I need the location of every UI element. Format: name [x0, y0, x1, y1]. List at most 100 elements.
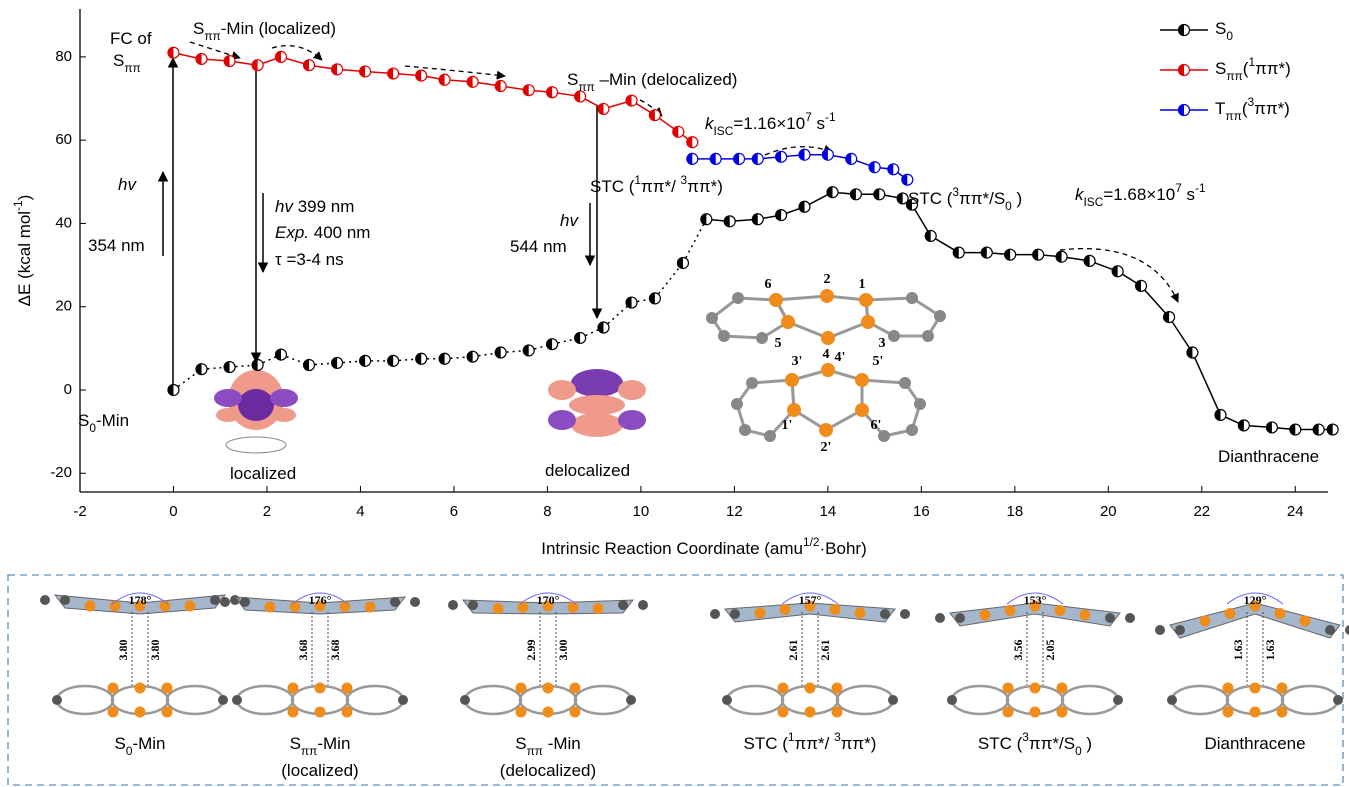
atom [365, 602, 376, 613]
point [224, 362, 235, 373]
atom [1080, 610, 1091, 621]
atom [135, 707, 146, 718]
atom [1003, 707, 1014, 718]
text-part: ππ*) [841, 734, 877, 753]
point [495, 347, 506, 358]
atom [568, 602, 579, 613]
atom [1225, 608, 1236, 619]
atom [220, 597, 230, 607]
atom-label: 4' [835, 350, 846, 365]
point [1033, 249, 1044, 260]
ring [792, 370, 862, 430]
atom [934, 310, 946, 322]
point [439, 353, 450, 364]
structure: 170°2.993.00Sππ -Min(delocalized) [448, 593, 648, 781]
structure-label: Sππ -Min [515, 734, 581, 758]
atom [1113, 695, 1123, 705]
text-part: 354 nm [88, 236, 145, 255]
point [598, 103, 609, 114]
text-part: ·Bohr) [820, 539, 867, 558]
point [724, 216, 735, 227]
distance-label: 3.68 [328, 640, 342, 661]
text-part: -Min [543, 734, 581, 753]
angle-label: 178° [129, 593, 152, 607]
text-part: T [1215, 99, 1225, 118]
point [649, 293, 660, 304]
atom [290, 601, 301, 612]
atom [1030, 707, 1041, 718]
x-tick-label: 20 [1100, 503, 1117, 520]
x-tick-label: 4 [356, 503, 364, 520]
point [575, 332, 586, 343]
point [332, 64, 343, 75]
y-tick-label: 60 [55, 131, 72, 148]
atom [1057, 707, 1068, 718]
point [332, 357, 343, 368]
structure: 157°2.612.61STC (1ππ*/ 3ππ*) [710, 593, 910, 754]
atom [830, 604, 841, 615]
lobe [571, 369, 623, 397]
lobe [571, 413, 623, 437]
atom [493, 603, 504, 614]
atom-label: 6 [765, 277, 772, 292]
text-part: FC of [110, 29, 152, 48]
atom [900, 609, 910, 619]
atom [780, 604, 791, 615]
atom [1167, 695, 1177, 705]
point [1056, 251, 1067, 262]
point [416, 70, 427, 81]
atom [40, 595, 50, 605]
text-part: hv [118, 175, 137, 194]
text-part: ππ [124, 61, 140, 75]
point [598, 322, 609, 333]
text-part: ) [15, 195, 34, 201]
atom [805, 683, 816, 694]
text-part: ISC [714, 124, 734, 138]
point [626, 95, 637, 106]
text-part: hv [275, 197, 294, 216]
atom [218, 695, 228, 705]
atom [410, 597, 420, 607]
point [1266, 422, 1277, 433]
text-part: ) [1012, 189, 1022, 208]
point [168, 47, 179, 58]
annotation: kISC=1.68×107 s-1 [1075, 181, 1206, 209]
figure: -20020406080-2024681012141618202224Intri… [0, 0, 1349, 787]
point [467, 351, 478, 362]
annotation: FC of [110, 29, 152, 48]
ring [1062, 686, 1118, 714]
x-tick-label: 6 [450, 503, 458, 520]
point [388, 355, 399, 366]
text-part: S [290, 734, 301, 753]
x-axis-label: Intrinsic Reaction Coordinate (amu1/2·Bo… [541, 535, 867, 558]
text-part: localized [230, 464, 296, 483]
point [416, 353, 427, 364]
ring [575, 686, 631, 714]
text-part: -1 [1195, 181, 1206, 195]
atom [859, 293, 873, 307]
atom [947, 695, 957, 705]
atom [855, 403, 869, 417]
atom [706, 312, 718, 324]
atom [1030, 683, 1041, 694]
point [799, 201, 810, 212]
ring [57, 686, 113, 714]
atom [570, 707, 581, 718]
y-tick-label: 20 [55, 298, 72, 315]
atom [832, 707, 843, 718]
point [547, 339, 558, 350]
text-part: ππ*/ [641, 177, 681, 196]
distance-label: 2.61 [786, 640, 800, 661]
atom [785, 373, 799, 387]
text-part: ππ [301, 744, 317, 758]
atom [516, 683, 527, 694]
atom [1250, 707, 1261, 718]
annotation: Dianthracene [1218, 447, 1319, 466]
atom [1277, 683, 1288, 694]
atom-label: 3 [879, 336, 886, 351]
atom [764, 430, 776, 442]
point [196, 364, 207, 375]
text-part: ππ [204, 29, 220, 43]
legend-label: S0 [1215, 19, 1233, 43]
text-part: -Min [96, 411, 129, 430]
